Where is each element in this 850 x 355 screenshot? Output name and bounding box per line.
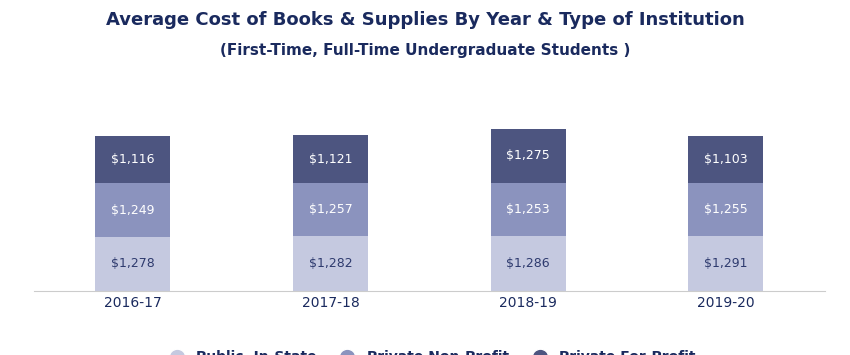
Text: $1,278: $1,278 (111, 257, 155, 271)
Bar (688, 136, 763, 182)
Text: $1,249: $1,249 (111, 203, 155, 217)
Text: $1,121: $1,121 (309, 153, 352, 165)
Text: $1,275: $1,275 (507, 149, 550, 162)
Bar (95, 184, 170, 237)
Text: $1,257: $1,257 (309, 203, 352, 216)
Bar (293, 135, 368, 183)
Text: (First-Time, Full-Time Undergraduate Students ): (First-Time, Full-Time Undergraduate Stu… (220, 43, 630, 58)
Legend: Public, In-State, Private Non-Profit, Private For-Profit: Public, In-State, Private Non-Profit, Pr… (157, 345, 701, 355)
Text: $1,116: $1,116 (111, 153, 155, 166)
Bar (95, 237, 170, 291)
Bar (688, 182, 763, 236)
Text: $1,291: $1,291 (704, 257, 747, 270)
Text: $1,286: $1,286 (507, 257, 550, 270)
Bar (490, 129, 565, 183)
Text: $1,282: $1,282 (309, 257, 352, 270)
Bar (490, 183, 565, 236)
Text: Average Cost of Books & Supplies By Year & Type of Institution: Average Cost of Books & Supplies By Year… (105, 11, 745, 29)
Text: $1,255: $1,255 (704, 203, 747, 216)
Bar (293, 236, 368, 291)
Bar (293, 183, 368, 236)
Bar (95, 136, 170, 184)
Bar (490, 236, 565, 291)
Bar (688, 236, 763, 291)
Text: $1,253: $1,253 (507, 203, 550, 216)
Text: $1,103: $1,103 (704, 153, 747, 166)
